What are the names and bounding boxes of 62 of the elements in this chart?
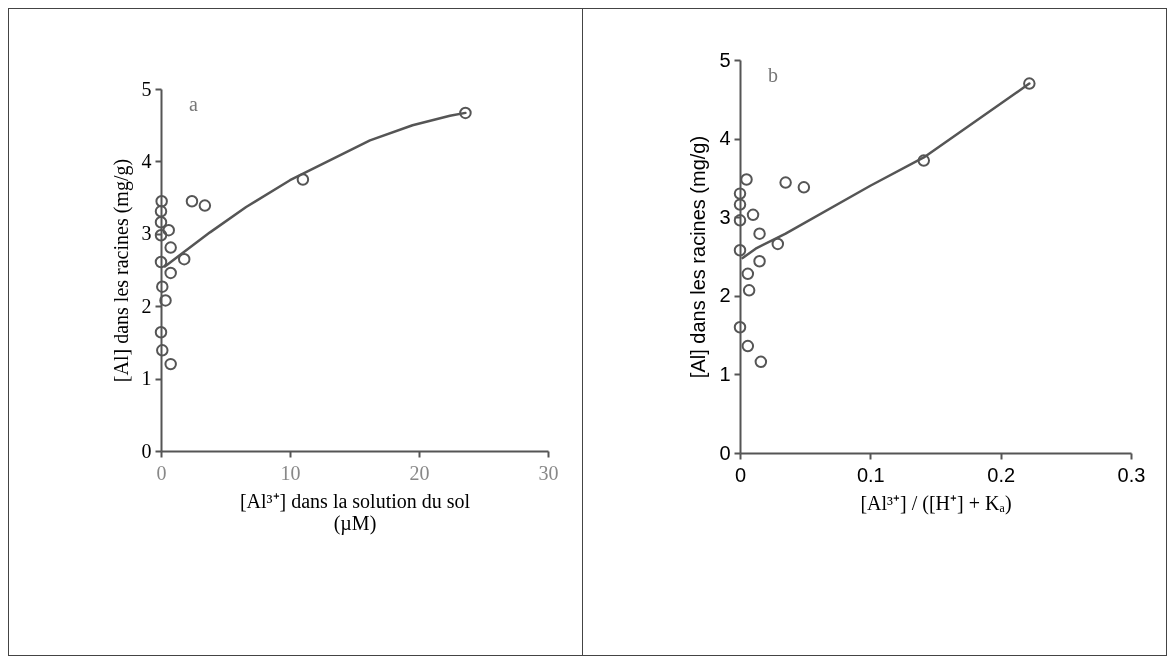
point [164,357,177,371]
point [779,176,792,189]
x-tick-label: 0.3 [1117,463,1146,486]
point [733,321,747,334]
point [1023,77,1036,90]
point [917,154,931,167]
y-tick-label: 1 [141,367,152,390]
y-tick-label: 4 [141,149,152,172]
point [733,198,747,211]
point [741,267,755,281]
y-tick-label: 3 [719,205,731,228]
x-tick-label: 10 [280,461,301,484]
x-tick-label: 0.1 [856,463,885,486]
annotation: b [768,64,778,86]
point [162,223,175,237]
point [753,227,766,240]
point [154,255,168,269]
y-tick-label: 0 [719,441,731,464]
point [740,173,753,186]
y-tick-label: 1 [719,362,731,385]
annotation: a [189,93,198,115]
point [154,205,168,218]
point [459,106,472,120]
point [154,215,168,229]
point [296,173,310,186]
point [177,252,191,266]
point [746,208,760,222]
x-tick-label: 0.2 [987,463,1016,486]
point [154,229,168,242]
point [753,254,766,268]
y-tick-label: 3 [141,222,152,245]
x-tick-label: 0 [156,461,167,484]
y-tick-label: 5 [719,48,731,71]
y-tick-label: 4 [719,127,731,150]
x-axis-title: [Al³⁺] dans la solution du sol (µM) [239,489,471,535]
point [742,284,756,297]
point [154,326,168,339]
point [733,214,747,227]
point [733,187,747,200]
point [164,266,177,280]
point [156,280,169,293]
y-tick-label: 2 [141,294,152,317]
x-tick-label: 30 [538,461,559,484]
y-tick-label: 2 [719,284,731,307]
x-tick-label: 0 [734,463,747,486]
point [198,199,212,212]
point [185,194,199,208]
point [159,294,172,307]
point [741,339,755,353]
x-tick-label: 20 [409,461,430,484]
x-axis-title: [Al³⁺] / ([H⁺] + Kₐ) [860,491,1012,515]
point [797,181,811,194]
y-tick-label: 0 [141,439,152,462]
point [771,237,785,251]
point [733,243,747,257]
point [155,194,168,208]
y-axis-title: [Al] dans les racines (mg/g) [687,135,710,379]
y-axis-title: [Al] dans les racines (mg/g) [109,158,133,383]
point [164,241,177,254]
point [156,344,169,357]
point [754,355,768,369]
y-tick-label: 5 [141,77,152,100]
